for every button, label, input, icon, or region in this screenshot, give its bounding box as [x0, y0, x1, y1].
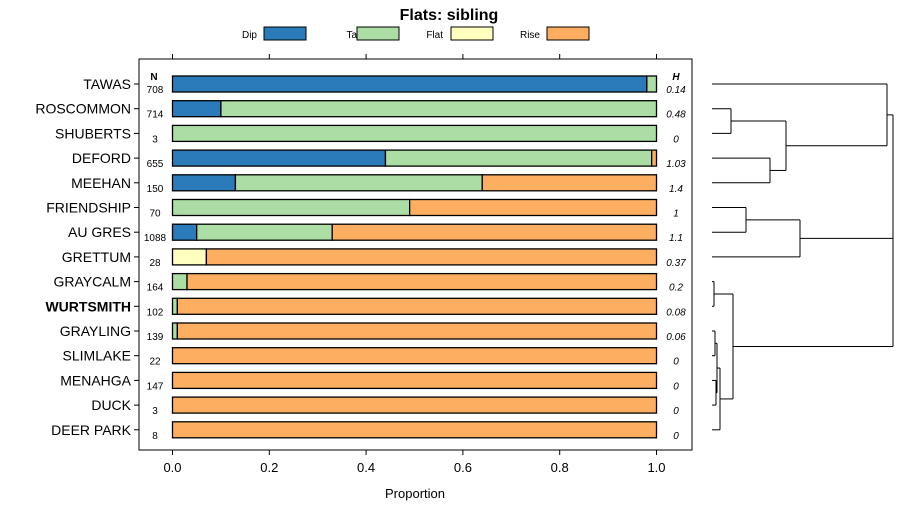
n-value: 70: [149, 209, 161, 220]
bar-segment-talf: [171, 297, 178, 315]
bar-segment-talf: [384, 149, 653, 167]
h-value: 1.03: [666, 159, 686, 170]
n-value: 1088: [144, 233, 167, 244]
bar-segment-rise: [171, 371, 658, 390]
h-value: 0: [673, 357, 679, 368]
n-value: 655: [147, 159, 164, 170]
n-value: 8: [152, 431, 158, 442]
row-label-deer-park: DEER PARK: [51, 422, 132, 438]
legend-swatch-flat: [450, 26, 494, 41]
bar-segment-rise: [481, 174, 658, 192]
bar-segment-talf: [196, 223, 333, 241]
bar-segment-dip: [171, 75, 648, 93]
bar-segment-dip: [171, 223, 198, 241]
bar-segment-rise: [176, 297, 658, 315]
h-value: 1: [673, 209, 679, 220]
x-tick-label: 0.2: [260, 460, 278, 475]
bar-segment-talf: [171, 322, 178, 340]
h-value: 0.14: [666, 85, 686, 96]
bar-segment-talf: [234, 174, 483, 192]
row-label-shuberts: SHUBERTS: [55, 125, 131, 141]
h-value: 1.1: [669, 233, 683, 244]
chart-title: Flats: sibling: [400, 7, 499, 24]
x-tick-label: 0.6: [454, 460, 472, 475]
n-value: 164: [147, 283, 164, 294]
h-value: 0: [673, 406, 679, 417]
x-tick-label: 0.4: [357, 460, 375, 475]
row-label-roscommon: ROSCOMMON: [35, 101, 131, 117]
legend-swatch-dip: [263, 26, 307, 41]
row-label-slimlake: SLIMLAKE: [63, 348, 131, 364]
h-value: 0.37: [666, 258, 686, 269]
x-tick-label: 0.8: [551, 460, 569, 475]
n-value: 139: [147, 332, 164, 343]
n-value: 3: [152, 406, 158, 417]
row-label-grayling: GRAYLING: [60, 323, 131, 339]
legend-label-dip: Dip: [242, 30, 257, 41]
h-value: 0.08: [666, 307, 686, 318]
n-column-header: N: [150, 72, 157, 83]
legend-label-rise: Rise: [520, 30, 540, 41]
h-column-header: H: [672, 72, 680, 83]
n-value: 147: [147, 381, 164, 392]
h-value: 0.06: [666, 332, 686, 343]
row-label-meehan: MEEHAN: [71, 175, 131, 191]
row-label-graycalm: GRAYCALM: [53, 274, 131, 290]
legend-swatch-talf: [356, 26, 400, 41]
n-value: 102: [147, 307, 164, 318]
h-value: 0: [673, 134, 679, 145]
bar-segment-rise: [171, 421, 658, 439]
x-tick-label: 0.0: [163, 460, 181, 475]
bar-segment-rise: [409, 198, 658, 217]
n-value: 28: [149, 258, 161, 269]
bar-segment-talf: [646, 75, 658, 93]
h-value: 0: [673, 381, 679, 392]
bar-segment-dip: [171, 174, 237, 192]
n-value: 150: [147, 184, 164, 195]
h-value: 1.4: [669, 184, 683, 195]
bar-segment-dip: [171, 100, 222, 118]
row-label-friendship: FRIENDSHIP: [46, 200, 131, 216]
bar-segment-talf: [220, 100, 658, 118]
plot-frame: [138, 58, 693, 451]
legend-label-flat: Flat: [426, 30, 443, 41]
legend-label-talf: Talf: [346, 30, 362, 41]
bar-segment-rise: [331, 223, 658, 241]
bar-segment-talf: [171, 272, 188, 291]
row-label-menahga: MENAHGA: [60, 372, 131, 388]
row-label-deford: DEFORD: [72, 150, 131, 166]
bar-segment-rise: [205, 248, 658, 266]
x-tick-label: 1.0: [647, 460, 665, 475]
x-axis-label: Proportion: [385, 486, 445, 501]
legend-swatch-rise: [546, 26, 590, 41]
bar-segment-rise: [176, 322, 658, 340]
bar-segment-rise: [171, 396, 658, 414]
bar-segment-dip: [171, 149, 387, 167]
bar-segment-rise: [651, 149, 658, 167]
n-value: 714: [147, 110, 164, 121]
h-value: 0: [673, 431, 679, 442]
bar-segment-talf: [171, 198, 411, 217]
n-value: 22: [149, 357, 161, 368]
row-label-grettum: GRETTUM: [62, 249, 131, 265]
bar-segment-talf: [171, 124, 658, 143]
row-label-tawas: TAWAS: [83, 76, 131, 92]
bar-segment-flat: [171, 248, 208, 266]
row-label-duck: DUCK: [91, 397, 131, 413]
h-value: 0.48: [666, 110, 686, 121]
row-label-wurtsmith: WURTSMITH: [45, 298, 131, 314]
bar-segment-rise: [186, 272, 658, 291]
bar-segment-rise: [171, 347, 658, 365]
h-value: 0.2: [669, 283, 683, 294]
n-value: 708: [147, 85, 164, 96]
n-value: 3: [152, 134, 158, 145]
row-label-au-gres: AU GRES: [68, 224, 131, 240]
